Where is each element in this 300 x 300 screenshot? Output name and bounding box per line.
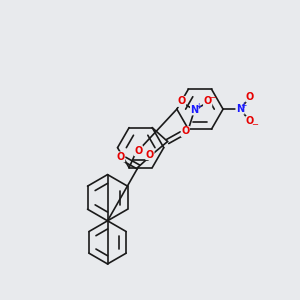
Text: O: O bbox=[203, 96, 212, 106]
Text: O: O bbox=[246, 92, 254, 102]
Text: O: O bbox=[134, 146, 142, 156]
Text: O: O bbox=[246, 116, 254, 127]
Text: O: O bbox=[181, 127, 189, 136]
Text: O: O bbox=[146, 150, 154, 160]
Text: N: N bbox=[190, 105, 199, 115]
Text: −: − bbox=[251, 120, 258, 129]
Text: N: N bbox=[236, 104, 244, 114]
Text: O: O bbox=[116, 152, 125, 162]
Text: O: O bbox=[177, 96, 186, 106]
Text: +: + bbox=[195, 102, 202, 111]
Text: −: − bbox=[209, 93, 216, 102]
Text: +: + bbox=[241, 101, 247, 110]
